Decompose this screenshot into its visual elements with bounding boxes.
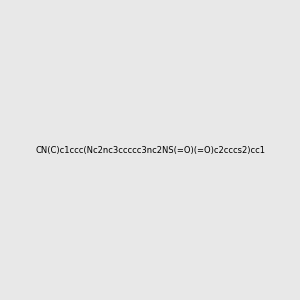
- Text: CN(C)c1ccc(Nc2nc3ccccc3nc2NS(=O)(=O)c2cccs2)cc1: CN(C)c1ccc(Nc2nc3ccccc3nc2NS(=O)(=O)c2cc…: [35, 146, 265, 154]
